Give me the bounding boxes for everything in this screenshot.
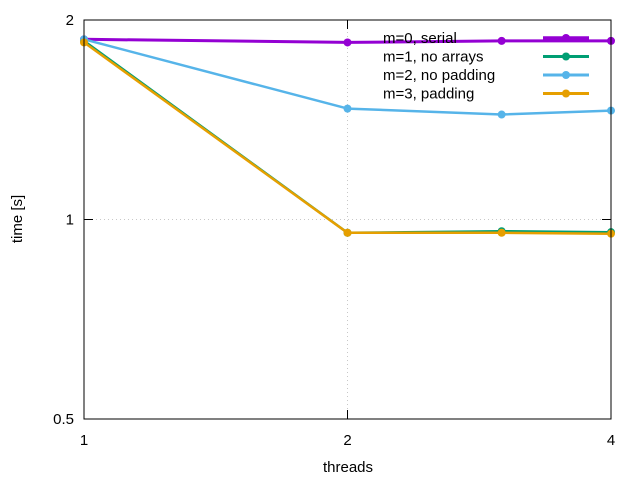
- legend-label: m=3, padding: [383, 86, 474, 103]
- series-lines: [80, 35, 615, 238]
- x-axis-label: threads: [323, 459, 373, 476]
- x-tick-label: 2: [343, 432, 351, 449]
- data-point: [497, 36, 506, 45]
- legend-marker: [562, 34, 570, 42]
- x-tick-label: 4: [607, 432, 615, 449]
- legend-label: m=1, no arrays: [383, 49, 483, 66]
- y-tick-label: 0.5: [53, 411, 74, 428]
- series-line-0: [83, 37, 611, 44]
- legend-label: m=0, serial: [383, 30, 457, 47]
- legend-label: m=2, no padding: [383, 67, 495, 84]
- y-axis-label: time [s]: [9, 195, 26, 243]
- data-point: [343, 38, 352, 47]
- legend-marker: [562, 89, 570, 98]
- series-line-2: [83, 38, 612, 116]
- y-tick-label: 2: [66, 12, 74, 29]
- data-point: [497, 110, 506, 119]
- plot-frame: [83, 19, 612, 420]
- y-tick-label: 1: [66, 212, 74, 229]
- data-point: [497, 228, 506, 237]
- data-point: [343, 104, 352, 113]
- legend-marker: [562, 71, 570, 79]
- grid-lines: [84, 20, 611, 419]
- x-tick-label: 1: [80, 432, 88, 449]
- legend-marker: [562, 52, 570, 61]
- axis-ticks: 1 2 4 0.5 1 2: [53, 12, 615, 449]
- data-point: [343, 228, 352, 237]
- series-line-3: [83, 41, 612, 235]
